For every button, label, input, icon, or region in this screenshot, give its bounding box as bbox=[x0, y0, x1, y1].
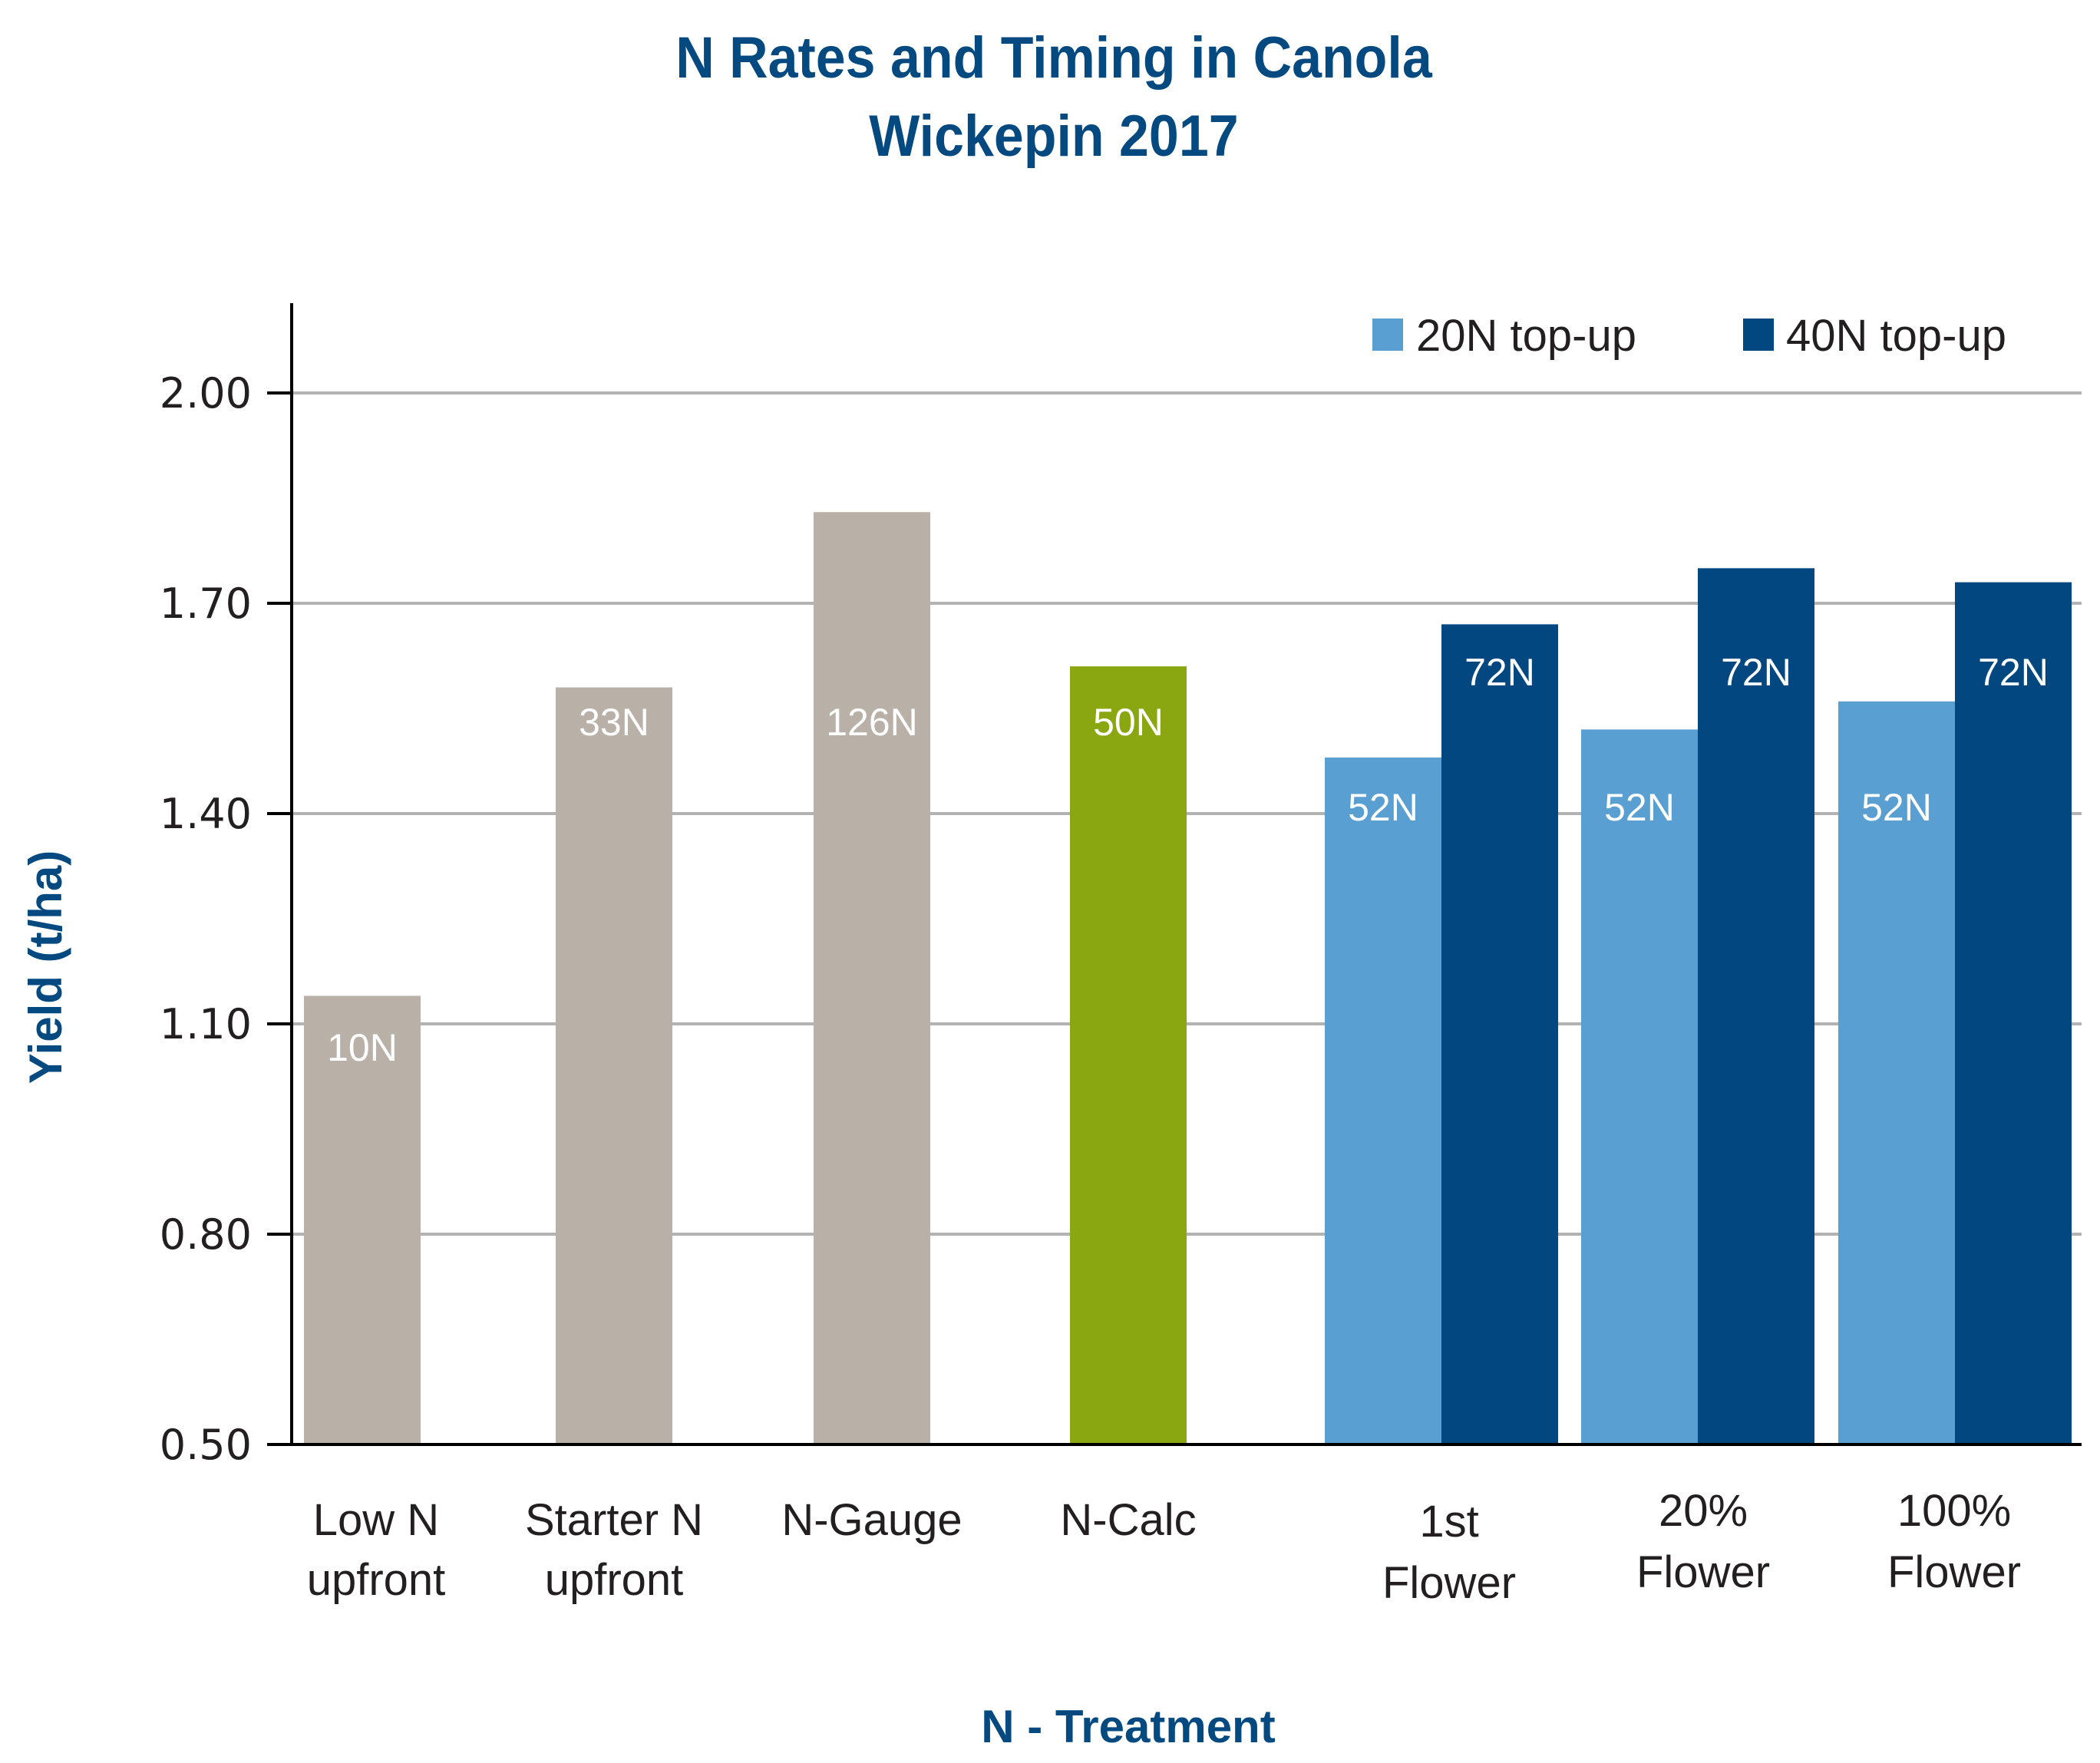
bar-20n-top-up bbox=[1838, 701, 1955, 1444]
bar-data-label: 52N bbox=[1348, 786, 1418, 829]
legend-swatch bbox=[1372, 319, 1403, 351]
x-tick-label: Flower bbox=[1887, 1547, 2021, 1597]
bar-20n-top-up bbox=[1581, 729, 1698, 1444]
y-tick-label: 0.50 bbox=[160, 1421, 252, 1469]
x-tick-label: Low N bbox=[313, 1495, 439, 1545]
y-tick-label: 1.40 bbox=[160, 790, 252, 838]
x-tick-label: N-Gauge bbox=[781, 1495, 962, 1545]
bar-data-label: 50N bbox=[1093, 701, 1164, 744]
x-tick-label: 100% bbox=[1897, 1486, 2011, 1536]
bar-data-label: 72N bbox=[1464, 651, 1535, 694]
x-tick-label: 20% bbox=[1659, 1486, 1748, 1536]
bar-labels: 10N 33N 126N 50N 52N 52N 52N 72N 72N 72N bbox=[327, 651, 2049, 1069]
bar-baseline-treatments bbox=[304, 995, 421, 1444]
x-tick-label: Flower bbox=[1382, 1558, 1516, 1608]
chart-subtitle: Wickepin 2017 bbox=[869, 104, 1239, 169]
bar-data-label: 52N bbox=[1861, 786, 1932, 829]
x-tick-label: upfront bbox=[307, 1555, 446, 1605]
x-tick-label: N-Calc bbox=[1060, 1495, 1196, 1545]
legend-label: 40N top-up bbox=[1786, 311, 2006, 361]
x-tick-label: 1st bbox=[1419, 1497, 1478, 1547]
x-tick-label: Starter N bbox=[525, 1495, 703, 1545]
axes bbox=[267, 303, 2082, 1446]
y-ticks: 0.50 0.80 1.10 1.40 1.70 2.00 bbox=[160, 369, 292, 1469]
legend-label: 20N top-up bbox=[1416, 311, 1636, 361]
bar-baseline-treatments bbox=[556, 687, 672, 1444]
y-tick-label: 0.80 bbox=[160, 1210, 252, 1259]
bar-data-label: 33N bbox=[579, 701, 649, 744]
y-tick-label: 1.10 bbox=[160, 1000, 252, 1048]
bar-40n-top-up bbox=[1698, 568, 1814, 1445]
bar-baseline-treatments bbox=[814, 512, 930, 1445]
y-axis-title: Yield (t/ha) bbox=[20, 850, 71, 1084]
bar-40n-top-up bbox=[1955, 582, 2072, 1444]
x-axis-title: N - Treatment bbox=[981, 1701, 1275, 1752]
legend: 20N top-up 40N top-up bbox=[1372, 311, 2006, 361]
x-tick-label: upfront bbox=[545, 1555, 684, 1605]
chart-title: N Rates and Timing in Canola bbox=[675, 25, 1432, 91]
bar-n-calc bbox=[1070, 666, 1187, 1444]
bar-data-label: 72N bbox=[1721, 651, 1791, 694]
bar-40n-top-up bbox=[1441, 624, 1558, 1444]
legend-swatch bbox=[1743, 319, 1774, 351]
bar-data-label: 52N bbox=[1604, 786, 1675, 829]
x-tick-labels: Low N upfront Starter N upfront N-Gauge N-Cal… bbox=[307, 1486, 2021, 1608]
x-tick-label: Flower bbox=[1636, 1547, 1770, 1597]
bars bbox=[304, 512, 2072, 1445]
bar-data-label: 126N bbox=[826, 701, 918, 744]
y-tick-label: 2.00 bbox=[160, 369, 252, 418]
bar-data-label: 72N bbox=[1978, 651, 2049, 694]
bar-20n-top-up bbox=[1325, 757, 1441, 1444]
y-tick-label: 1.70 bbox=[160, 579, 252, 628]
bar-data-label: 10N bbox=[327, 1026, 398, 1069]
